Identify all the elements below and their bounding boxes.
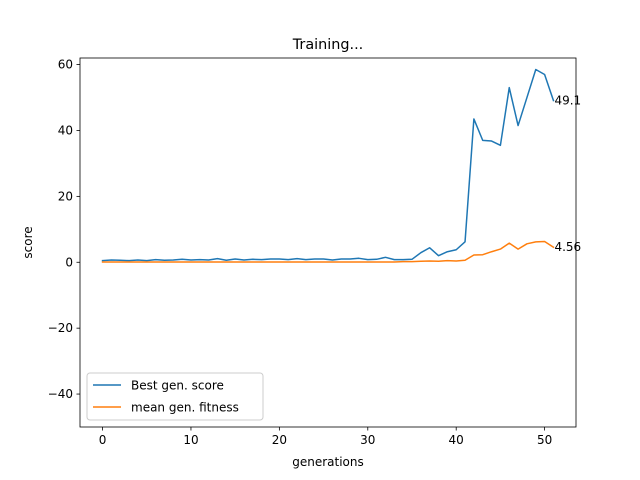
legend-label-mean-fitness: mean gen. fitness xyxy=(131,401,239,415)
x-tick-label: 10 xyxy=(183,433,198,447)
y-tick-label: 20 xyxy=(58,189,73,203)
y-axis-label: score xyxy=(21,226,35,258)
ticks-layer: 0 10 20 30 40 50 −40 −20 0 20 40 60 xyxy=(48,58,553,447)
end-labels-layer: 49.1 4.56 xyxy=(554,94,581,255)
series-end-label-1: 4.56 xyxy=(554,240,581,254)
x-tick-label: 40 xyxy=(449,433,464,447)
x-tick-label: 0 xyxy=(99,433,107,447)
plot-frame xyxy=(79,57,577,428)
x-tick-label: 50 xyxy=(537,433,552,447)
legend-label-best-score: Best gen. score xyxy=(131,379,224,393)
x-tick-label: 20 xyxy=(272,433,287,447)
y-tick-label: 60 xyxy=(58,58,73,72)
legend: Best gen. score mean gen. fitness xyxy=(86,372,264,421)
series-end-label-0: 49.1 xyxy=(554,94,581,108)
x-tick-label: 30 xyxy=(360,433,375,447)
chart-title: Training... xyxy=(292,37,364,53)
series-line-0 xyxy=(101,68,555,262)
series-line-1 xyxy=(101,240,555,263)
x-axis-label: generations xyxy=(292,455,364,469)
y-tick-label: 0 xyxy=(65,255,73,269)
legend-box xyxy=(86,372,264,421)
y-tick-label: 40 xyxy=(58,123,73,137)
y-tick-label: −20 xyxy=(48,321,73,335)
y-tick-label: −40 xyxy=(48,387,73,401)
series-layer xyxy=(101,68,555,263)
